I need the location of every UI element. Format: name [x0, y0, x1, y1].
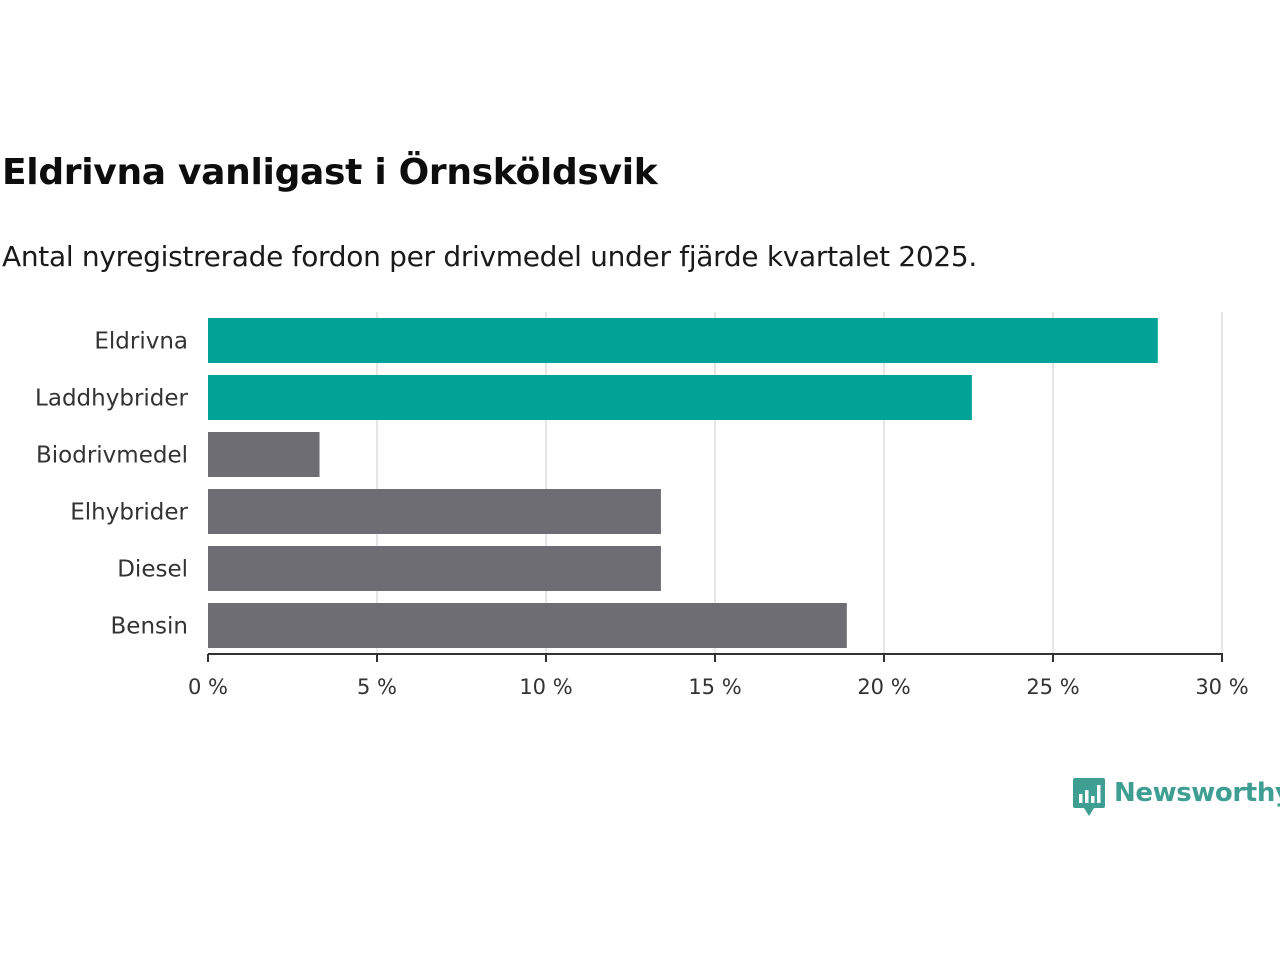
bar-diesel	[208, 546, 661, 591]
category-label-bensin: Bensin	[111, 614, 188, 640]
brand-name: Newsworthy	[1114, 778, 1280, 808]
chart-subtitle: Antal nyregistrerade fordon per drivmede…	[2, 240, 978, 273]
x-tick-label-1: 5 %	[357, 675, 397, 699]
chart-bubble-icon	[1073, 778, 1105, 816]
category-labels: Eldrivna Laddhybrider Biodrivmedel Elhybrid…	[35, 329, 188, 640]
bar-bensin	[208, 603, 847, 648]
x-axis: 0 % 5 % 10 % 15 % 20 % 25 % 30 %	[188, 653, 1249, 699]
category-label-laddhybrider: Laddhybrider	[35, 386, 188, 412]
bar-elhybrider	[208, 489, 661, 534]
grid-lines	[376, 312, 1223, 654]
bar-laddhybrider	[208, 375, 972, 420]
chart-title: Eldrivna vanligast i Örnsköldsvik	[2, 152, 658, 193]
bars	[208, 318, 1158, 648]
x-tick-label-5: 25 %	[1026, 675, 1079, 699]
category-label-biodrivmedel: Biodrivmedel	[36, 443, 188, 469]
category-label-eldrivna: Eldrivna	[94, 329, 188, 355]
bar-eldrivna	[208, 318, 1158, 363]
x-tick-label-4: 20 %	[857, 675, 910, 699]
category-label-diesel: Diesel	[117, 557, 188, 583]
x-tick-label-3: 15 %	[688, 675, 741, 699]
newsworthy-logo: Newsworthy	[1072, 776, 1280, 818]
x-tick-label-2: 10 %	[519, 675, 572, 699]
x-tick-label-0: 0 %	[188, 675, 228, 699]
bar-biodrivmedel	[208, 432, 320, 477]
category-label-elhybrider: Elhybrider	[70, 500, 188, 526]
x-tick-label-6: 30 %	[1195, 675, 1248, 699]
